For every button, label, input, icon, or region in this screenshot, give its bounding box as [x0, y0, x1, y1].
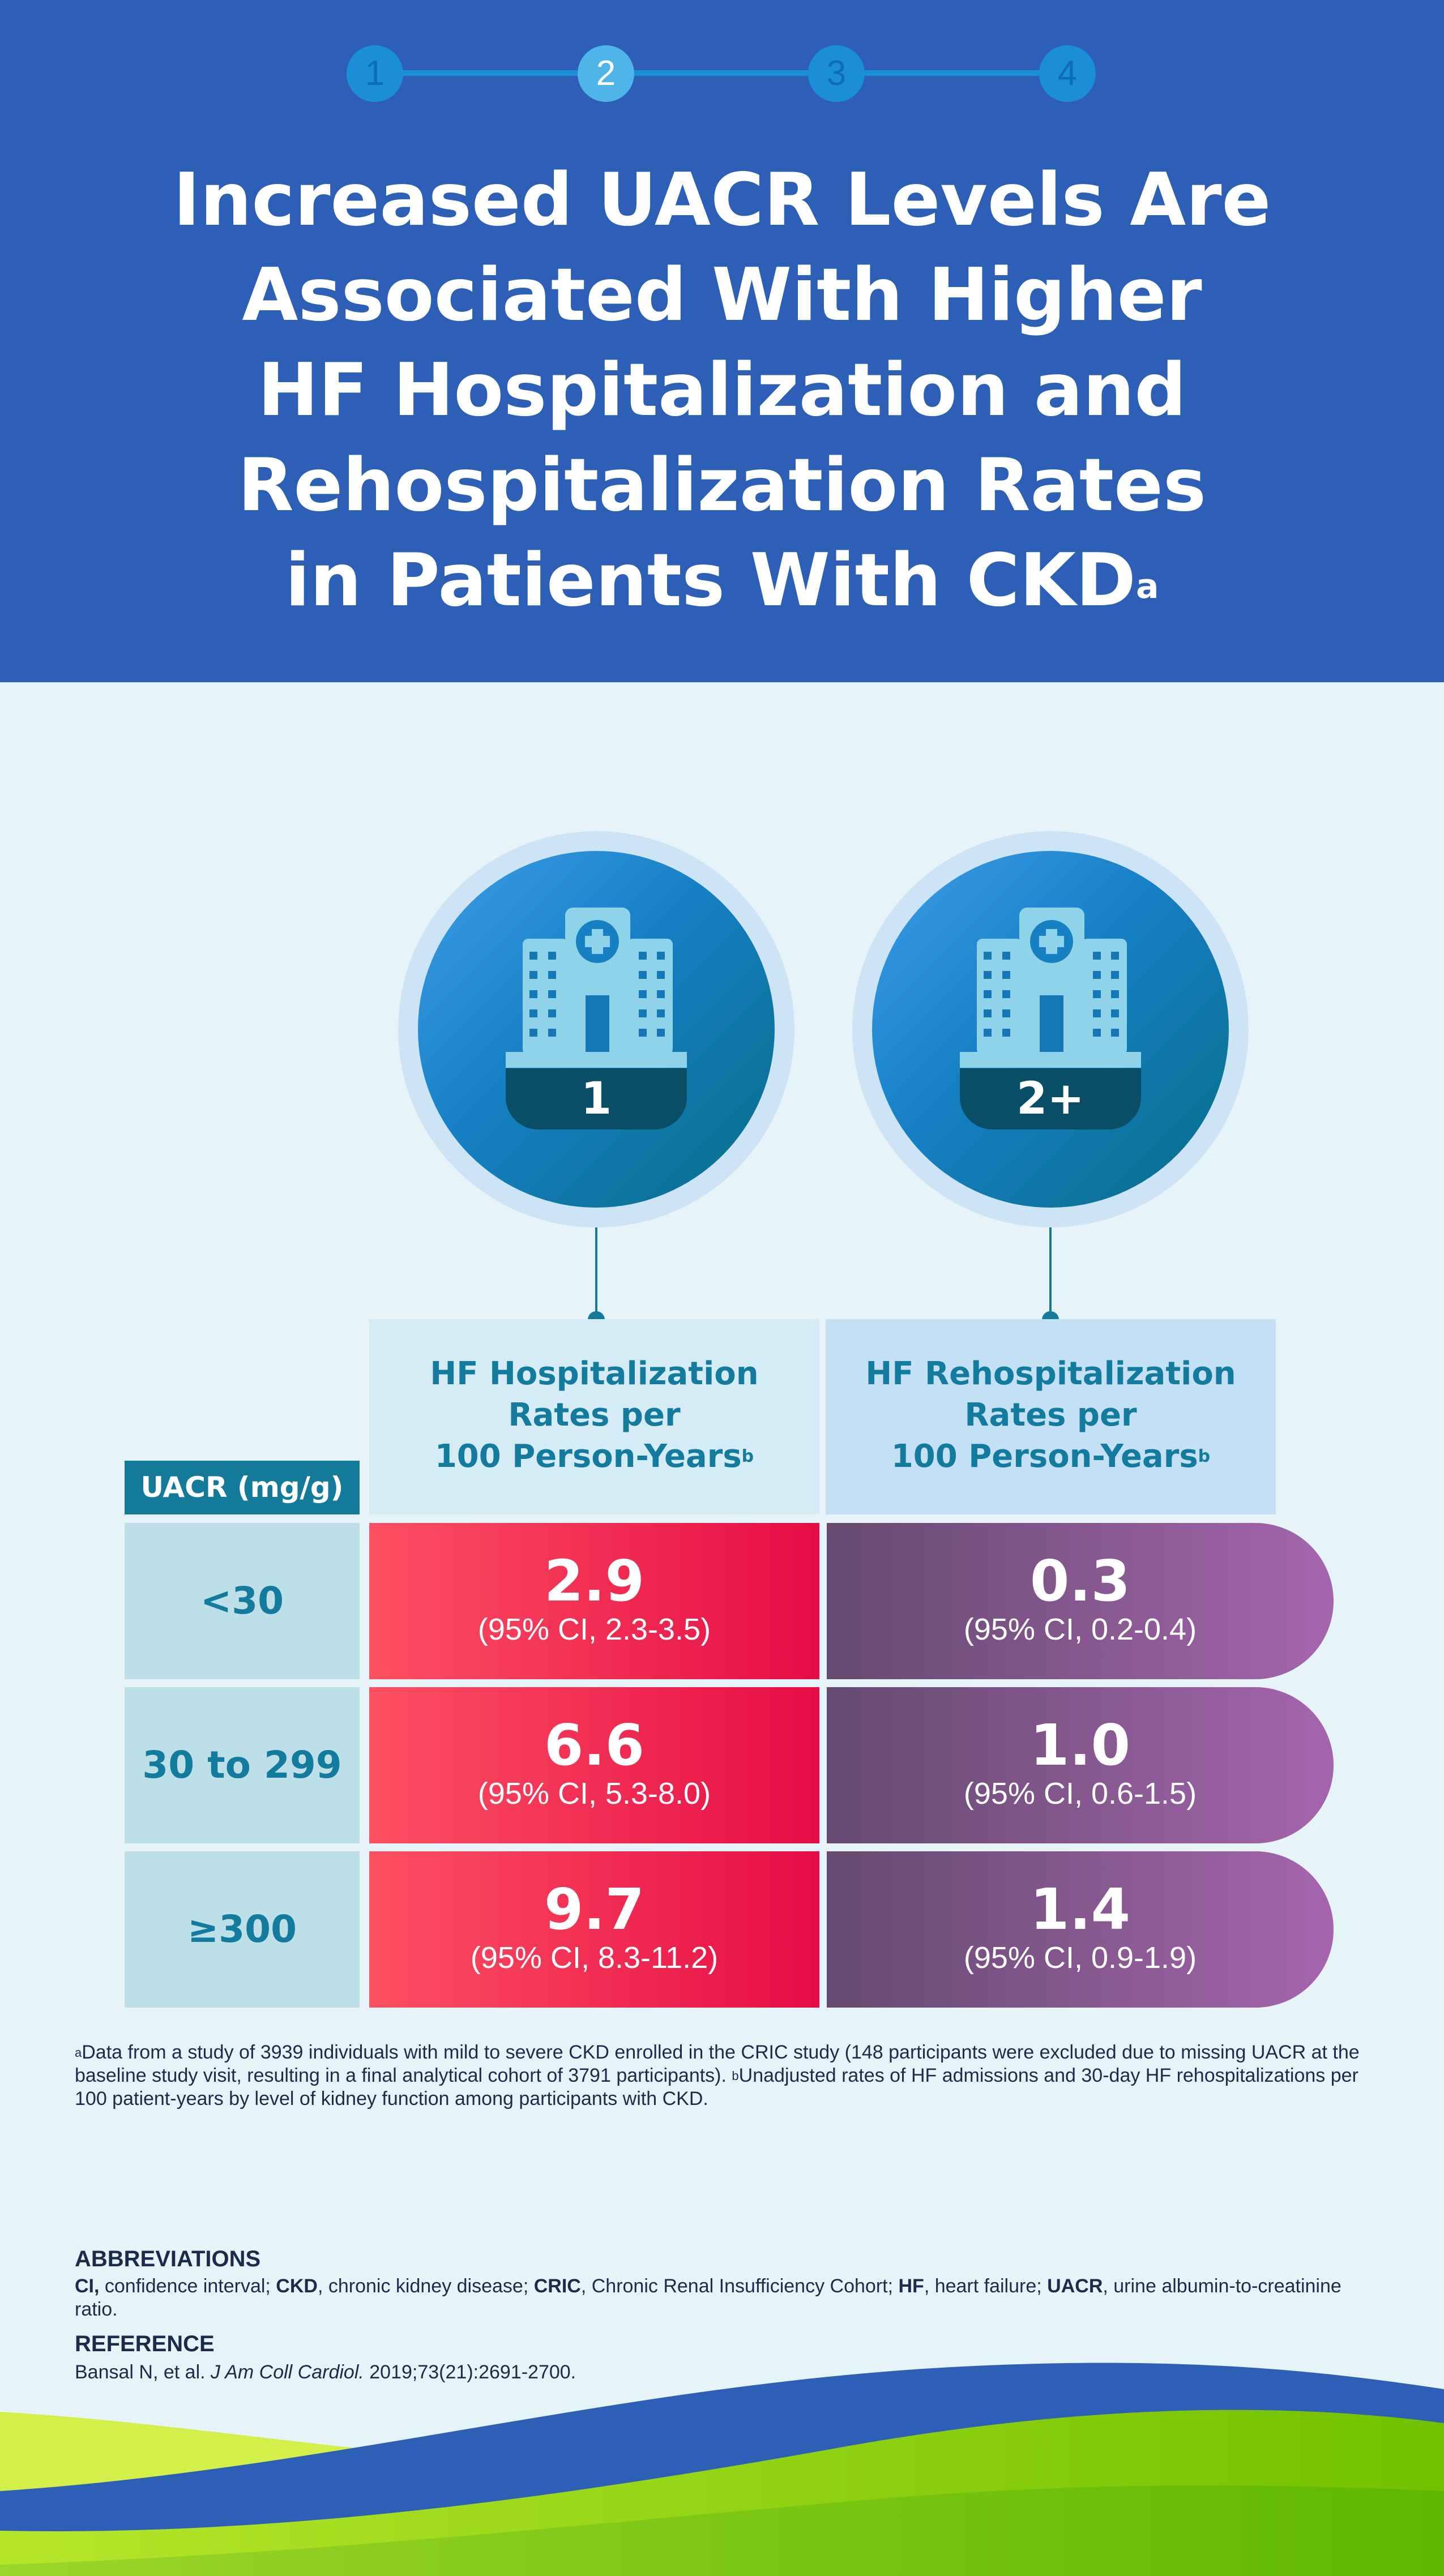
- connector-line-1: [595, 1227, 597, 1317]
- footnote: aData from a study of 3939 individuals w…: [75, 2042, 1360, 2109]
- step-1[interactable]: 1: [347, 45, 403, 102]
- rehosp-value: 0.3: [1029, 1548, 1131, 1614]
- hosp-ci: (95% CI, 8.3-11.2): [470, 1941, 719, 1975]
- column-header-rehospitalization: HF Rehospitalization Rates per 100 Perso…: [826, 1319, 1276, 1514]
- hosp-cell-lt30: 2.9 (95% CI, 2.3-3.5): [369, 1523, 819, 1679]
- rehosp-ci: (95% CI, 0.2-0.4): [963, 1612, 1197, 1646]
- title-line: in Patients With CKDa: [285, 538, 1159, 623]
- rehosp-cell-gte300: 1.4 (95% CI, 0.9-1.9): [827, 1851, 1334, 2008]
- connector-line-2: [1049, 1227, 1052, 1317]
- header-banner: [0, 0, 1444, 682]
- rehosp-cell-30-299: 1.0 (95% CI, 0.6-1.5): [827, 1687, 1334, 1843]
- hospital-badge-label: 1: [580, 1073, 612, 1124]
- step-2-active[interactable]: 2: [578, 45, 634, 102]
- hosp-value: 2.9: [544, 1548, 645, 1614]
- step-4[interactable]: 4: [1039, 45, 1096, 102]
- reference-heading: REFERENCE: [75, 2331, 215, 2356]
- page-title: Increased UACR Levels Are Associated Wit…: [85, 153, 1359, 628]
- hosp-ci: (95% CI, 2.3-3.5): [477, 1612, 711, 1646]
- hospital-icon-circle-1: 1: [398, 831, 794, 1227]
- row-label-lt30: <30: [125, 1523, 360, 1679]
- hospital-icon-circle-2: 2+: [852, 831, 1249, 1227]
- hosp-ci: (95% CI, 5.3-8.0): [477, 1777, 711, 1811]
- rehosp-ci: (95% CI, 0.6-1.5): [963, 1777, 1197, 1811]
- hospital-icon: [960, 908, 1141, 1129]
- uacr-header: UACR (mg/g): [125, 1461, 360, 1514]
- hosp-value: 9.7: [544, 1876, 645, 1942]
- progress-line: [374, 70, 1070, 76]
- hosp-cell-gte300: 9.7 (95% CI, 8.3-11.2): [369, 1851, 819, 2008]
- rehosp-value: 1.4: [1029, 1876, 1131, 1942]
- title-line: Increased UACR Levels Are: [173, 158, 1271, 242]
- decorative-wave: [0, 2363, 1444, 2576]
- abbreviations-text: CI, confidence interval; CKD, chronic ki…: [75, 2275, 1342, 2320]
- rehosp-cell-lt30: 0.3 (95% CI, 0.2-0.4): [827, 1523, 1334, 1679]
- rehosp-value: 1.0: [1029, 1712, 1131, 1778]
- step-3[interactable]: 3: [808, 45, 865, 102]
- rehospital-badge-label: 2+: [1016, 1073, 1084, 1124]
- title-superscript: a: [1136, 567, 1159, 606]
- row-label-30-299: 30 to 299: [125, 1687, 360, 1843]
- rehosp-ci: (95% CI, 0.9-1.9): [963, 1941, 1197, 1975]
- title-line: HF Hospitalization and: [258, 348, 1186, 433]
- column-header-hospitalization: HF Hospitalization Rates per 100 Person-…: [369, 1319, 819, 1514]
- hosp-value: 6.6: [544, 1712, 645, 1778]
- title-line: Associated With Higher: [242, 253, 1202, 337]
- hospital-icon: [506, 908, 687, 1129]
- reference-text: Bansal N, et al. J Am Coll Cardiol. 2019…: [75, 2361, 576, 2383]
- hosp-cell-30-299: 6.6 (95% CI, 5.3-8.0): [369, 1687, 819, 1843]
- row-label-gte300: ≥300: [125, 1851, 360, 2008]
- abbreviations-heading: ABBREVIATIONS: [75, 2246, 261, 2271]
- title-line: Rehospitalization Rates: [237, 443, 1207, 528]
